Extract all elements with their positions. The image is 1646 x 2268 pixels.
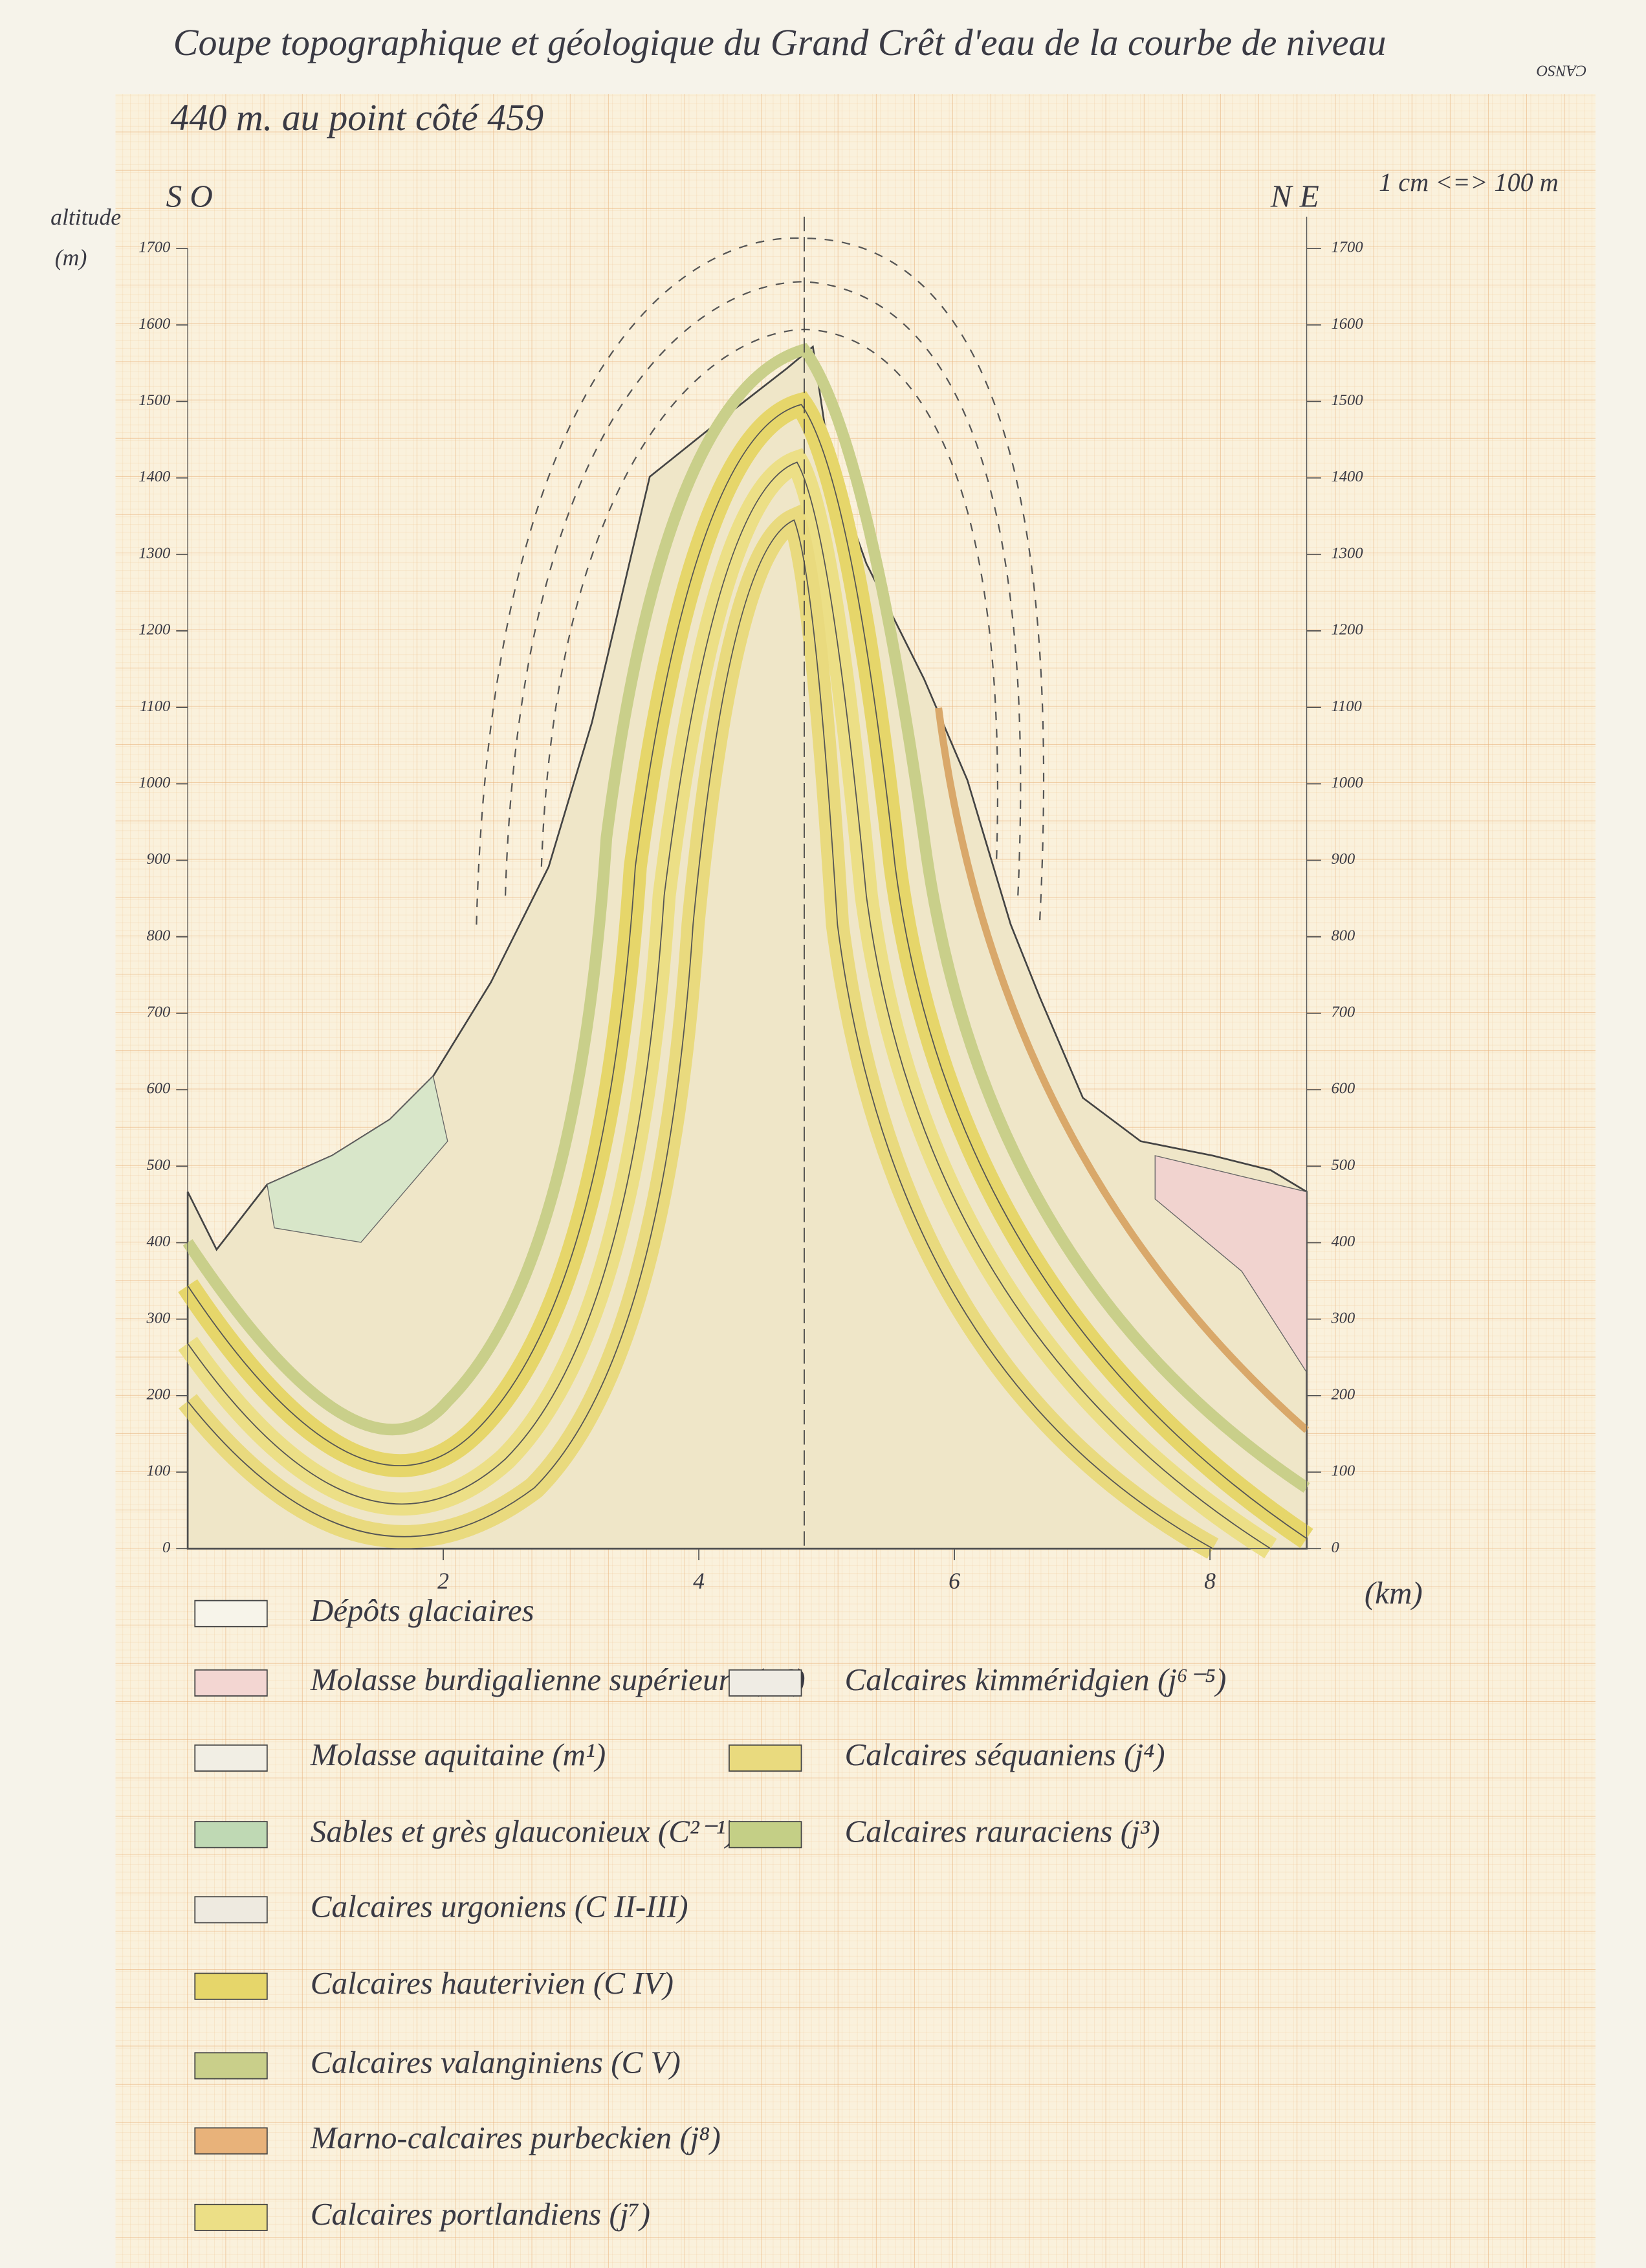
legend-label: Calcaires kimméridgien (j⁶⁻⁵) bbox=[844, 1662, 1226, 1697]
left-tick-label: 800 bbox=[147, 927, 171, 944]
right-tick-label: 1400 bbox=[1332, 468, 1363, 485]
left-tick-label: 1400 bbox=[138, 468, 170, 485]
legend-swatch bbox=[194, 1972, 268, 2000]
legend-swatch bbox=[194, 1600, 268, 1627]
left-tick-label: 700 bbox=[147, 1004, 171, 1021]
right-tick-label: 600 bbox=[1332, 1080, 1355, 1097]
legend-label: Sables et grès glauconieux (C²⁻¹) bbox=[311, 1814, 736, 1849]
legend-swatch bbox=[194, 1744, 268, 1772]
right-tick-label: 1500 bbox=[1332, 391, 1363, 409]
left-tick-label: 300 bbox=[146, 1309, 171, 1327]
x-tick-label: 6 bbox=[949, 1568, 960, 1594]
left-tick-label: 1000 bbox=[138, 774, 170, 791]
legend-swatch bbox=[194, 1896, 268, 1924]
right-tick-label: 200 bbox=[1332, 1385, 1355, 1403]
right-tick-label: 1600 bbox=[1332, 315, 1363, 333]
legend-swatch bbox=[729, 1669, 802, 1697]
left-orientation: S O bbox=[166, 178, 213, 214]
right-tick-label: 1300 bbox=[1332, 544, 1363, 562]
x-tick-label: 8 bbox=[1204, 1568, 1216, 1594]
y-axis-label-1: altitude bbox=[50, 204, 121, 230]
right-tick-label: 1700 bbox=[1332, 239, 1363, 256]
molasse-zone bbox=[1154, 1155, 1308, 1374]
title-line-1: Coupe topographique et géologique du Gra… bbox=[173, 21, 1387, 63]
right-orientation: N E bbox=[1270, 178, 1319, 214]
legend-swatch bbox=[194, 2127, 268, 2155]
legend-swatch bbox=[194, 1669, 268, 1697]
left-tick-label: 400 bbox=[147, 1233, 171, 1250]
legend-label: Marno-calcaires purbeckien (j⁸) bbox=[310, 2120, 721, 2155]
right-tick-label: 400 bbox=[1332, 1233, 1355, 1250]
right-tick-label: 800 bbox=[1332, 927, 1355, 944]
legend-label: Calcaires rauraciens (j³) bbox=[844, 1814, 1159, 1849]
left-tick-label: 0 bbox=[162, 1539, 170, 1556]
right-tick-label: 0 bbox=[1332, 1539, 1339, 1556]
title-line-2: 440 m. au point côté 459 bbox=[170, 96, 543, 138]
logo: CANSO bbox=[1537, 62, 1587, 80]
right-tick-label: 100 bbox=[1332, 1462, 1355, 1480]
y-axis-label-2: (m) bbox=[55, 245, 87, 270]
left-tick-label: 200 bbox=[147, 1385, 171, 1403]
legend-swatch bbox=[194, 2203, 268, 2231]
right-tick-label: 900 bbox=[1332, 850, 1355, 868]
left-tick-label: 1100 bbox=[140, 698, 170, 715]
left-tick-label: 100 bbox=[147, 1462, 171, 1480]
x-axis-label: (km) bbox=[1365, 1575, 1423, 1611]
left-tick-label: 900 bbox=[147, 850, 171, 868]
left-tick-label: 1300 bbox=[138, 544, 170, 562]
strata bbox=[178, 342, 1313, 1559]
legend-label: Molasse burdigalienne supérieure (m²) bbox=[310, 1662, 806, 1697]
x-tick-label: 4 bbox=[693, 1568, 705, 1594]
x-tick-label: 2 bbox=[437, 1568, 449, 1594]
right-tick-label: 500 bbox=[1332, 1156, 1355, 1174]
scale-note: 1 cm <=> 100 m bbox=[1379, 168, 1559, 197]
left-tick-label: 500 bbox=[147, 1156, 171, 1174]
right-tick-label: 300 bbox=[1331, 1309, 1355, 1327]
legend-label: Calcaires urgoniens (C II-III) bbox=[311, 1889, 688, 1924]
right-tick-label: 1200 bbox=[1332, 621, 1363, 639]
right-tick-label: 1100 bbox=[1332, 698, 1362, 715]
legend-label: Molasse aquitaine (m¹) bbox=[310, 1737, 606, 1772]
glauconitic-zone bbox=[267, 1075, 448, 1243]
left-tick-label: 600 bbox=[147, 1080, 171, 1097]
left-tick-label: 1500 bbox=[138, 391, 170, 409]
legend-label: Calcaires séquaniens (j⁴) bbox=[844, 1737, 1165, 1772]
left-tick-label: 1700 bbox=[138, 239, 170, 256]
right-tick-label: 1000 bbox=[1332, 774, 1363, 791]
legend-label: Calcaires hauterivien (C IV) bbox=[311, 1965, 674, 2001]
legend-swatch bbox=[194, 2052, 268, 2080]
left-tick-label: 1200 bbox=[138, 621, 170, 639]
legend-label: Calcaires portlandiens (j⁷) bbox=[311, 2196, 650, 2232]
legend-swatch bbox=[729, 1744, 802, 1772]
legend-label: Dépôts glaciaires bbox=[310, 1592, 534, 1628]
right-tick-label: 700 bbox=[1332, 1004, 1355, 1021]
legend-swatch bbox=[729, 1821, 802, 1849]
legend-label: Calcaires valanginiens (C V) bbox=[311, 2045, 681, 2080]
left-tick-label: 1600 bbox=[138, 315, 170, 333]
legend-swatch bbox=[194, 1821, 268, 1849]
